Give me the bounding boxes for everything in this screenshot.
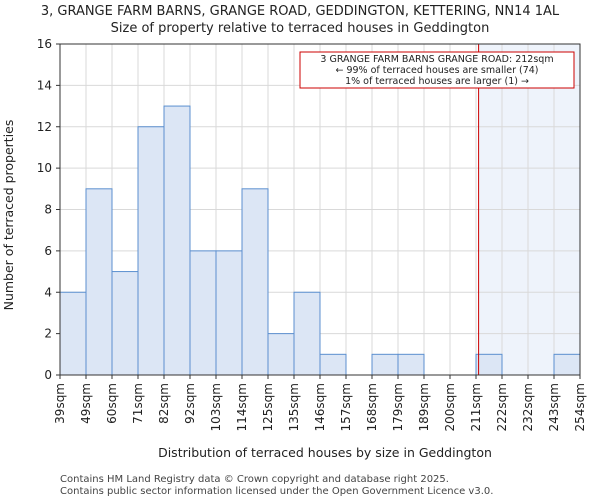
bar-179sqm	[397, 353, 425, 376]
y-tick-label: 16	[37, 37, 52, 51]
y-tick-label: 4	[44, 285, 52, 299]
x-tick-label: 135sqm	[287, 383, 301, 431]
y-tick-label: 2	[44, 327, 52, 341]
x-tick-label: 243sqm	[547, 383, 561, 431]
bar-168sqm	[371, 353, 399, 376]
x-tick-label: 211sqm	[469, 383, 483, 431]
y-tick-label: 14	[37, 78, 52, 92]
bar-60sqm	[111, 271, 139, 376]
bar-114sqm	[241, 188, 269, 376]
x-tick-label: 103sqm	[209, 383, 223, 431]
x-tick-label: 157sqm	[339, 383, 353, 431]
x-tick-label: 200sqm	[443, 383, 457, 431]
y-tick-label: 0	[44, 368, 52, 382]
bar-211sqm	[475, 353, 503, 376]
x-tick-label: 125sqm	[261, 383, 275, 431]
bar-49sqm	[85, 188, 113, 376]
footer-line-1: Contains HM Land Registry data © Crown c…	[60, 474, 449, 485]
x-tick-label: 39sqm	[53, 383, 67, 424]
y-tick-label: 8	[44, 203, 52, 217]
x-tick-label: 71sqm	[131, 383, 145, 424]
x-tick-label: 60sqm	[105, 383, 119, 424]
bar-146sqm	[319, 353, 347, 376]
y-tick-label: 6	[44, 244, 52, 258]
x-tick-label: 114sqm	[235, 383, 249, 431]
annotation-line-2: ← 99% of terraced houses are smaller (74…	[335, 65, 538, 76]
bar-71sqm	[137, 126, 165, 376]
annotation-frame	[299, 51, 575, 89]
bar-39sqm	[59, 291, 87, 376]
x-tick-label: 82sqm	[157, 383, 171, 424]
x-tick-label: 232sqm	[521, 383, 535, 431]
annotation-line-3: 1% of terraced houses are larger (1) →	[345, 76, 529, 87]
footer-line-2: Contains public sector information licen…	[60, 486, 493, 497]
x-tick-label: 146sqm	[313, 383, 327, 431]
x-tick-label: 49sqm	[79, 383, 93, 424]
x-axis-ticks: 39sqm 49sqm 60sqm 71sqm 82sqm 92sqm 103sqm 114s…	[53, 375, 587, 431]
x-tick-label: 92sqm	[183, 383, 197, 424]
bar-82sqm	[163, 105, 191, 376]
bar-125sqm	[267, 333, 295, 376]
x-tick-label: 168sqm	[365, 383, 379, 431]
y-axis-label: Number of terraced properties	[1, 120, 16, 311]
bar-92sqm	[189, 250, 217, 376]
y-tick-label: 10	[37, 161, 52, 175]
annotation-line-1: 3 GRANGE FARM BARNS GRANGE ROAD: 212sqm	[320, 54, 553, 65]
bars	[59, 105, 581, 376]
chart-subtitle: Size of property relative to terraced ho…	[111, 21, 490, 36]
x-tick-label: 254sqm	[573, 383, 587, 431]
annotation-box: 3 GRANGE FARM BARNS GRANGE ROAD: 212sqm …	[299, 51, 575, 89]
bar-103sqm	[215, 250, 243, 376]
y-tick-label: 12	[37, 120, 52, 134]
bar-135sqm	[293, 291, 321, 376]
bar-243sqm	[553, 353, 581, 376]
x-tick-label: 189sqm	[417, 383, 431, 431]
x-axis-label: Distribution of terraced houses by size …	[158, 445, 492, 460]
x-tick-label: 179sqm	[391, 383, 405, 431]
y-axis-ticks: 0 2 4 6 8 10 12 14 16	[37, 37, 60, 382]
chart-title: 3, GRANGE FARM BARNS, GRANGE ROAD, GEDDI…	[41, 4, 560, 19]
x-tick-label: 222sqm	[495, 383, 509, 431]
